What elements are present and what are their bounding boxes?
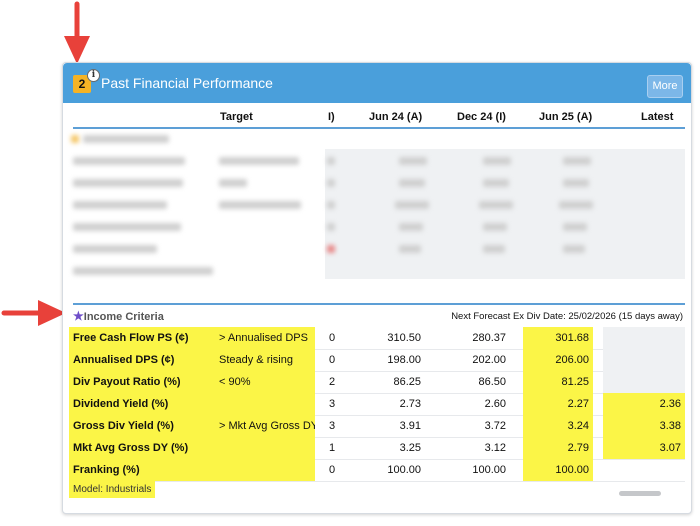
row-jun25: 206.00 xyxy=(523,349,593,371)
row-jun25: 2.27 xyxy=(523,393,593,415)
row-jun24: 86.25 xyxy=(393,376,421,388)
row-jun25: 100.00 xyxy=(523,459,593,481)
row-jun25: 2.79 xyxy=(523,437,593,459)
row-label: Free Cash Flow PS (¢) xyxy=(69,327,220,349)
row-jun25: 301.68 xyxy=(523,327,593,349)
row-jun24: 100.00 xyxy=(387,464,421,476)
row-jun24: 310.50 xyxy=(387,332,421,344)
income-criteria-heading: ★Income Criteria xyxy=(73,309,164,323)
row-target: > Annualised DPS xyxy=(217,327,315,349)
row-jun25: 81.25 xyxy=(523,371,593,393)
step-badge: 2 xyxy=(73,75,91,93)
row-jun24: 3.25 xyxy=(399,442,421,454)
more-button[interactable]: More xyxy=(647,75,683,98)
table-row: Mkt Avg Gross DY (%) 1 3.25 3.12 2.79 3.07 xyxy=(69,437,685,460)
row-target: Steady & rising xyxy=(217,349,315,371)
annotation-arrow-down xyxy=(64,1,90,64)
row-indicator: 2 xyxy=(329,376,336,388)
row-target xyxy=(217,393,315,415)
row-indicator: 0 xyxy=(329,354,336,366)
header-rule xyxy=(73,127,685,129)
col-latest: Latest xyxy=(641,111,674,123)
table-row: Free Cash Flow PS (¢) > Annualised DPS 0 31… xyxy=(69,327,685,350)
col-i: I) xyxy=(328,111,335,123)
row-dec24: 280.37 xyxy=(472,332,506,344)
row-jun25: 3.24 xyxy=(523,415,593,437)
col-target: Target xyxy=(220,111,253,123)
panel-header: 2 i Past Financial Performance More xyxy=(63,63,691,103)
table-row: Gross Div Yield (%) > Mkt Avg Gross DY 3 3.… xyxy=(69,415,685,438)
col-jun25: Jun 25 (A) xyxy=(539,111,593,123)
row-latest xyxy=(603,327,685,349)
row-target: > Mkt Avg Gross DY xyxy=(217,415,315,437)
row-dec24: 3.72 xyxy=(484,420,506,432)
row-label: Dividend Yield (%) xyxy=(69,393,220,415)
row-label: Gross Div Yield (%) xyxy=(69,415,220,437)
star-icon: ★ xyxy=(73,309,84,323)
row-label: Annualised DPS (¢) xyxy=(69,349,220,371)
row-target xyxy=(217,459,315,481)
row-target xyxy=(217,437,315,459)
performance-panel: 2 i Past Financial Performance More Targ… xyxy=(62,62,692,514)
horizontal-scrollbar[interactable] xyxy=(619,491,661,496)
model-label: Model: Industrials xyxy=(69,481,156,498)
table-row: Div Payout Ratio (%) < 90% 2 86.25 86.50 81.2… xyxy=(69,371,685,394)
row-latest: 2.36 xyxy=(603,393,685,415)
row-indicator: 0 xyxy=(329,332,336,344)
row-target: < 90% xyxy=(217,371,315,393)
row-latest: 3.38 xyxy=(603,415,685,437)
row-latest: 3.07 xyxy=(603,437,685,459)
row-indicator: 3 xyxy=(329,398,336,410)
row-jun24: 2.73 xyxy=(399,398,421,410)
row-label: Mkt Avg Gross DY (%) xyxy=(69,437,220,459)
col-jun24: Jun 24 (A) xyxy=(369,111,423,123)
row-label: Div Payout Ratio (%) xyxy=(69,371,220,393)
row-dec24: 86.50 xyxy=(478,376,506,388)
info-icon[interactable]: i xyxy=(87,69,100,82)
section-rule xyxy=(73,303,685,305)
panel-title: Past Financial Performance xyxy=(101,75,273,91)
annotation-arrow-right xyxy=(1,300,66,326)
col-dec24: Dec 24 (I) xyxy=(457,111,506,123)
row-label: Franking (%) xyxy=(69,459,220,481)
next-ex-div-note: Next Forecast Ex Div Date: 25/02/2026 (1… xyxy=(451,311,683,322)
table-row: Franking (%) 0 100.00 100.00 100.00 xyxy=(69,459,685,482)
table-row: Annualised DPS (¢) Steady & rising 0 198.00… xyxy=(69,349,685,372)
row-dec24: 202.00 xyxy=(472,354,506,366)
row-jun24: 3.91 xyxy=(399,420,421,432)
row-indicator: 3 xyxy=(329,420,336,432)
table-row: Dividend Yield (%) 3 2.73 2.60 2.27 2.36 xyxy=(69,393,685,416)
row-dec24: 3.12 xyxy=(484,442,506,454)
row-latest xyxy=(603,459,685,481)
row-indicator: 0 xyxy=(329,464,336,476)
row-latest xyxy=(603,349,685,371)
blurred-section xyxy=(69,133,685,283)
row-dec24: 100.00 xyxy=(472,464,506,476)
row-indicator: 1 xyxy=(329,442,336,454)
row-dec24: 2.60 xyxy=(484,398,506,410)
row-jun24: 198.00 xyxy=(387,354,421,366)
row-latest xyxy=(603,371,685,393)
